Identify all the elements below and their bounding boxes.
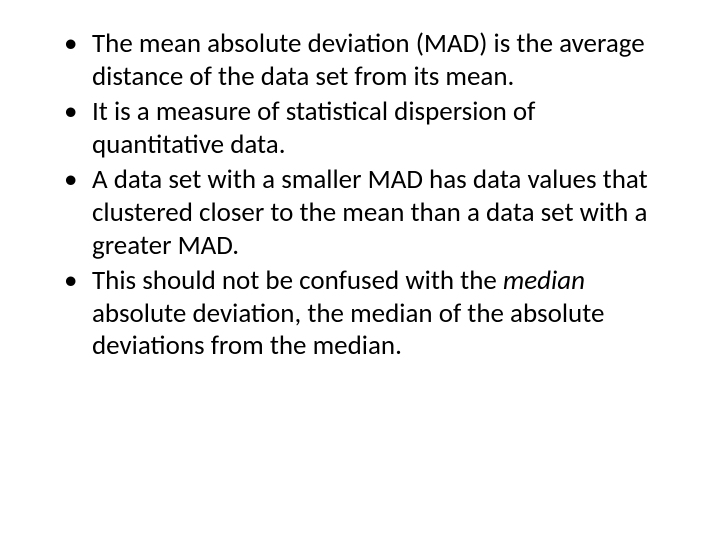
list-item: It is a measure of statistical dispersio… xyxy=(50,96,670,162)
bullet-list: The mean absolute deviation (MAD) is the… xyxy=(50,28,670,363)
bullet-text-pre: This should not be confused with the xyxy=(92,264,503,297)
bullet-text-pre: It is a measure of statistical dispersio… xyxy=(92,95,535,161)
list-item: A data set with a smaller MAD has data v… xyxy=(50,164,670,263)
bullet-text-post: absolute deviation, the median of the ab… xyxy=(92,297,604,363)
list-item: The mean absolute deviation (MAD) is the… xyxy=(50,28,670,94)
slide: The mean absolute deviation (MAD) is the… xyxy=(0,0,720,540)
bullet-text-pre: The mean absolute deviation (MAD) is the… xyxy=(92,27,645,93)
list-item: This should not be confused with the med… xyxy=(50,265,670,364)
bullet-text-italic: median xyxy=(503,264,585,297)
bullet-text-pre: A data set with a smaller MAD has data v… xyxy=(92,163,648,262)
